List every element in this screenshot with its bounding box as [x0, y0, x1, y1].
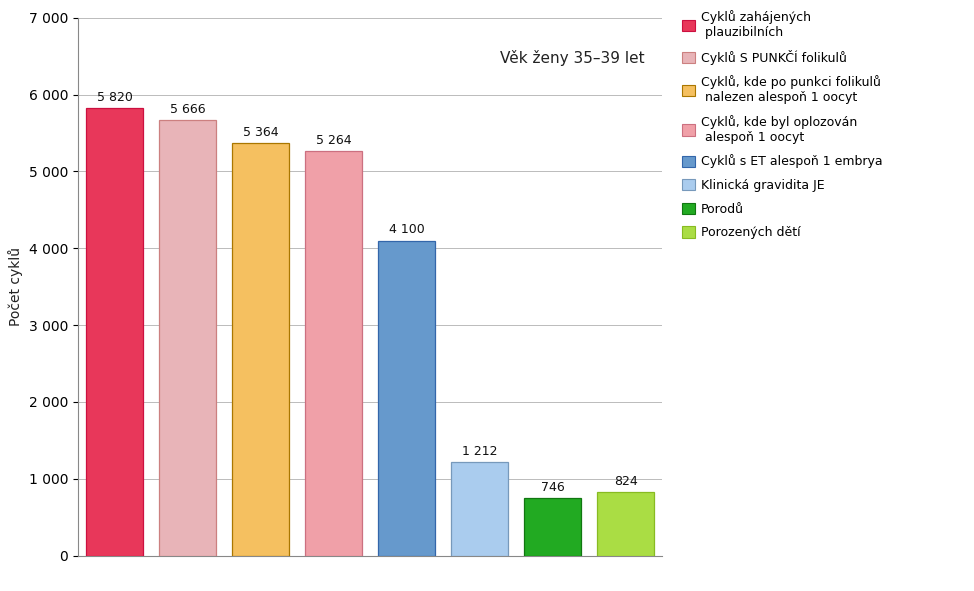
- Text: 824: 824: [614, 475, 638, 488]
- Text: 5 264: 5 264: [316, 134, 352, 147]
- Y-axis label: Počet cyklů: Počet cyklů: [8, 247, 23, 326]
- Bar: [232, 144, 289, 556]
- Text: 746: 746: [541, 481, 565, 494]
- Text: 4 100: 4 100: [389, 223, 425, 236]
- Text: 5 820: 5 820: [96, 91, 132, 104]
- Text: 5 364: 5 364: [243, 126, 279, 139]
- Bar: [86, 108, 143, 556]
- Text: 5 666: 5 666: [169, 103, 206, 116]
- Bar: [378, 241, 435, 556]
- Bar: [524, 498, 581, 556]
- Bar: [159, 120, 216, 556]
- Text: 1 212: 1 212: [462, 445, 498, 458]
- Legend: Cyklů zahájených
 plauzibilních, Cyklů S PUNKČÍ folikulů, Cyklů, kde po punkci f: Cyklů zahájených plauzibilních, Cyklů S …: [678, 7, 886, 243]
- Text: Věk ženy 35–39 let: Věk ženy 35–39 let: [501, 50, 645, 66]
- Bar: [597, 492, 655, 556]
- Bar: [451, 462, 508, 556]
- Bar: [305, 151, 362, 556]
